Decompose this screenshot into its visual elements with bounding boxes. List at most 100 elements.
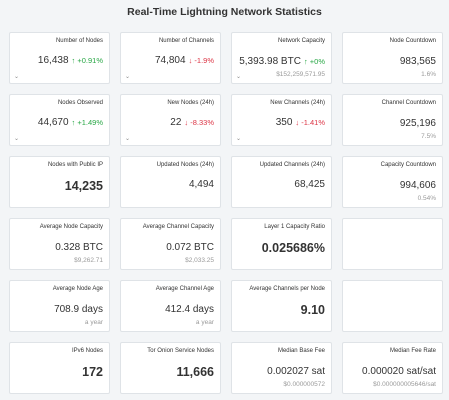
stat-card-title: Median Fee Rate [389, 348, 436, 354]
stat-value-row: 22 ↓ -8.33% [170, 117, 214, 128]
stat-subvalue: $0.000000005646/sat [373, 381, 436, 388]
stat-value: 11,666 [176, 365, 214, 379]
stat-card-empty [342, 218, 443, 270]
stat-card-number-of-channels: Number of Channels 74,804 ↓ -1.9% ⌄ [120, 32, 221, 84]
stat-card-title: Number of Nodes [55, 38, 103, 44]
stat-card-tor-onion-service-nodes: Tor Onion Service Nodes 11,666 [120, 342, 221, 394]
stat-value-row: 0.025686% [262, 241, 325, 255]
stat-change-increase: ↑ +0% [303, 57, 325, 66]
stat-card-average-node-age: Average Node Age 708.9 days a year [9, 280, 110, 332]
stat-value-row: 983,565 [400, 56, 436, 67]
stat-value: 0.025686% [261, 241, 325, 255]
stat-subvalue: $2,033.25 [185, 257, 214, 264]
stat-value: 994,606 [399, 180, 436, 191]
stat-card-title: IPv6 Nodes [71, 348, 103, 354]
stat-value: 708.9 days [54, 304, 103, 315]
stat-card-new-channels-24h: New Channels (24h) 350 ↓ -1.41% ⌄ [231, 94, 332, 146]
stat-value-row: 44,670 ↑ +1.49% [38, 117, 103, 128]
stat-card-title: Average Node Age [52, 286, 103, 292]
stat-card-title: Average Node Capacity [39, 224, 103, 230]
page-title: Real-Time Lightning Network Statistics [127, 6, 322, 18]
stat-value-row: 994,606 [400, 180, 436, 191]
stat-subvalue: 0.54% [417, 195, 436, 202]
stat-card-nodes-with-public-ip: Nodes with Public IP 14,235 [9, 156, 110, 208]
stat-value: 0.072 BTC [166, 242, 214, 253]
stat-value: 0.002027 sat [267, 366, 325, 377]
stat-value-row: 350 ↓ -1.41% [276, 117, 325, 128]
stat-value-row: 172 [82, 365, 103, 379]
stat-change-decrease: ↓ -1.9% [188, 56, 214, 65]
stat-card-title: Updated Nodes (24h) [156, 162, 214, 168]
stat-card-title: Channel Countdown [381, 100, 436, 106]
stat-value-row: 5,393.98 BTC ↑ +0% [239, 56, 325, 67]
stat-card-new-nodes-24h: New Nodes (24h) 22 ↓ -8.33% ⌄ [120, 94, 221, 146]
stat-card-average-channel-capacity: Average Channel Capacity 0.072 BTC $2,033.… [120, 218, 221, 270]
expand-chevron-icon[interactable]: ⌄ [236, 74, 242, 80]
stat-card-average-node-capacity: Average Node Capacity 0.328 BTC $9,262.71 [9, 218, 110, 270]
stat-card-nodes-observed: Nodes Observed 44,670 ↑ +1.49% ⌄ [9, 94, 110, 146]
stat-card-average-channel-age: Average Channel Age 412.4 days a year [120, 280, 221, 332]
stat-change-increase: ↑ +1.49% [71, 118, 103, 127]
stat-card-median-base-fee: Median Base Fee 0.002027 sat $0.000000572 [231, 342, 332, 394]
stat-subvalue: $0.000000572 [283, 381, 325, 388]
stat-value-row: 16,438 ↑ +0.91% [38, 55, 103, 66]
stat-subvalue: a year [195, 319, 214, 326]
stat-card-title: Number of Channels [158, 38, 214, 44]
stat-value-row: 925,196 [400, 118, 436, 129]
stat-card-title: Average Channel Age [155, 286, 214, 292]
stat-value-row: 11,666 [176, 365, 214, 379]
stat-value: 22 [170, 117, 182, 128]
stat-value: 16,438 [37, 55, 69, 66]
stat-value: 983,565 [399, 56, 436, 67]
stat-card-updated-channels-24h: Updated Channels (24h) 68,425 [231, 156, 332, 208]
stat-value: 925,196 [399, 118, 436, 129]
stat-card-title: Nodes Observed [57, 100, 103, 106]
stat-value: 412.4 days [165, 304, 214, 315]
stat-card-title: Network Capacity [277, 38, 325, 44]
stat-card-title: New Channels (24h) [270, 100, 325, 106]
stat-value: 0.328 BTC [55, 242, 103, 253]
stat-value: 4,494 [188, 179, 214, 190]
stat-change-decrease: ↓ -8.33% [184, 118, 214, 127]
expand-chevron-icon[interactable]: ⌄ [14, 136, 20, 142]
stat-card-title: Tor Onion Service Nodes [147, 348, 214, 354]
stats-grid: Number of Nodes 16,438 ↑ +0.91% ⌄ Number of … [9, 32, 443, 394]
stat-change-increase: ↑ +0.91% [71, 56, 103, 65]
stat-value-row: 9.10 [301, 303, 325, 317]
stat-value: 172 [82, 365, 103, 379]
stat-value-row: 708.9 days [54, 304, 103, 315]
stat-subvalue: 1.6% [421, 71, 436, 78]
stat-subvalue: a year [84, 319, 103, 326]
stat-value: 0.000020 sat/sat [362, 366, 436, 377]
stat-card-title: Updated Channels (24h) [259, 162, 325, 168]
stat-value: 9.10 [300, 303, 325, 317]
expand-chevron-icon[interactable]: ⌄ [125, 136, 131, 142]
expand-chevron-icon[interactable]: ⌄ [236, 136, 242, 142]
stat-card-title: New Nodes (24h) [167, 100, 214, 106]
stat-card-ipv6-nodes: IPv6 Nodes 172 [9, 342, 110, 394]
stat-card-layer-1-capacity-ratio: Layer 1 Capacity Ratio 0.025686% [231, 218, 332, 270]
stat-value-row: 0.072 BTC [166, 242, 214, 253]
stat-card-average-channels-per-node: Average Channels per Node 9.10 [231, 280, 332, 332]
stat-value-row: 0.002027 sat [267, 366, 325, 377]
stat-card-title: Nodes with Public IP [47, 162, 103, 168]
stat-card-number-of-nodes: Number of Nodes 16,438 ↑ +0.91% ⌄ [9, 32, 110, 84]
stat-card-node-countdown: Node Countdown 983,565 1.6% [342, 32, 443, 84]
stat-card-title: Layer 1 Capacity Ratio [264, 224, 325, 230]
stat-subvalue: 7.5% [421, 133, 436, 140]
stat-value: 68,425 [294, 179, 325, 190]
stat-card-median-fee-rate: Median Fee Rate 0.000020 sat/sat $0.000000… [342, 342, 443, 394]
stat-card-title: Node Countdown [389, 38, 436, 44]
stat-card-updated-nodes-24h: Updated Nodes (24h) 4,494 [120, 156, 221, 208]
stat-value-row: 14,235 [65, 179, 103, 193]
stat-value-row: 412.4 days [165, 304, 214, 315]
stat-value-row: 74,804 ↓ -1.9% [155, 55, 214, 66]
stat-value: 5,393.98 BTC [239, 56, 301, 67]
stat-subvalue: $152,259,571.95 [276, 71, 325, 78]
expand-chevron-icon[interactable]: ⌄ [125, 74, 131, 80]
stat-card-title: Capacity Countdown [380, 162, 436, 168]
stat-change-decrease: ↓ -1.41% [295, 118, 325, 127]
stat-card-empty [342, 280, 443, 332]
expand-chevron-icon[interactable]: ⌄ [14, 74, 20, 80]
stat-card-title: Median Base Fee [277, 348, 325, 354]
